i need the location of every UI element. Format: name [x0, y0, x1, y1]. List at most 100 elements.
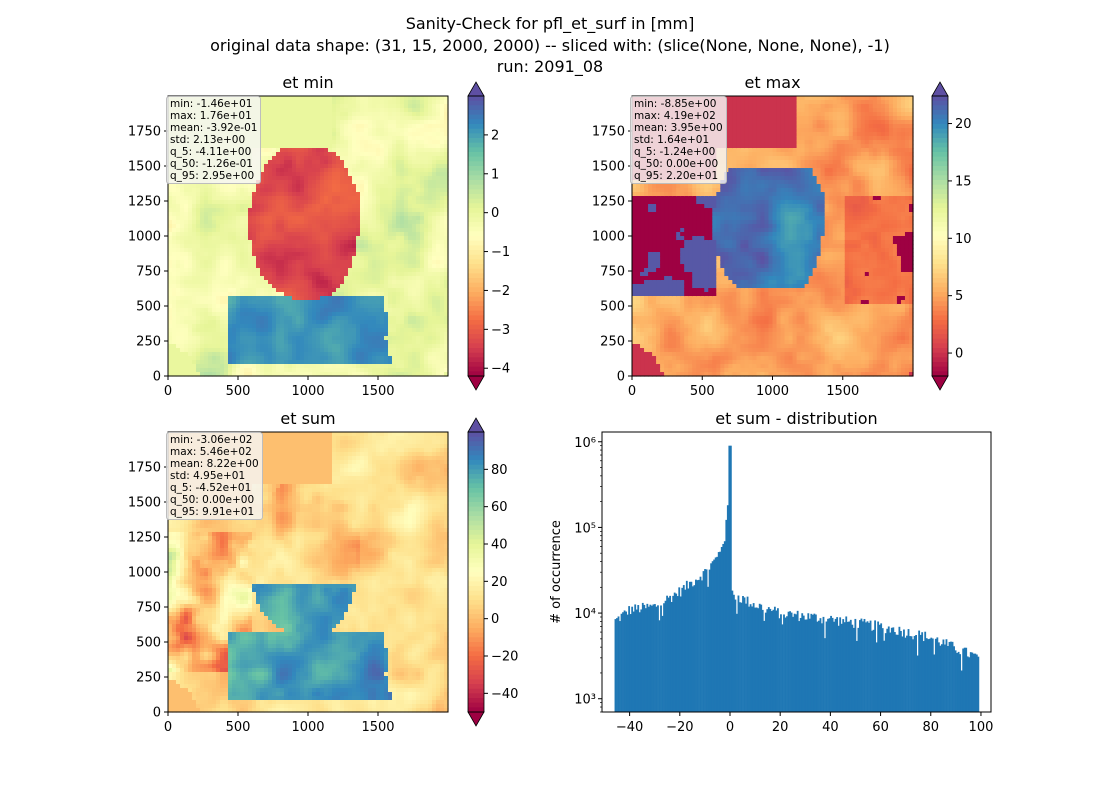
- heatmap-cell: [364, 296, 369, 301]
- heatmap-cell: [268, 232, 273, 237]
- heatmap-cell: [408, 188, 413, 193]
- heatmap-cell: [248, 304, 253, 309]
- heatmap-cell: [304, 148, 309, 153]
- heatmap-cell: [316, 132, 321, 137]
- heatmap-cell: [332, 124, 337, 129]
- heatmap-cell: [400, 368, 405, 373]
- heatmap-cell: [444, 368, 449, 373]
- heatmap-cell: [356, 336, 361, 341]
- heatmap-cell: [268, 152, 273, 157]
- heatmap-cell: [320, 332, 325, 337]
- heatmap-cell: [432, 240, 437, 245]
- heatmap-cell: [296, 184, 301, 189]
- heatmap-cell: [220, 320, 225, 325]
- heatmap-cell: [184, 192, 189, 197]
- heatmap-cell: [368, 304, 373, 309]
- heatmap-cell: [368, 344, 373, 349]
- heatmap-cell: [412, 252, 417, 257]
- heatmap-cell: [444, 344, 449, 349]
- heatmap-cell: [252, 248, 257, 253]
- heatmap-cell: [180, 196, 185, 201]
- heatmap-cell: [332, 264, 337, 269]
- heatmap-cell: [360, 200, 365, 205]
- heatmap-cell: [336, 128, 341, 133]
- heatmap-cell: [340, 372, 345, 377]
- heatmap-cell: [292, 156, 297, 161]
- heatmap-cell: [408, 364, 413, 369]
- heatmap-cell: [332, 284, 337, 289]
- heatmap-cell: [252, 268, 257, 273]
- heatmap-cell: [320, 136, 325, 141]
- heatmap-cell: [440, 252, 445, 257]
- heatmap-cell: [268, 132, 273, 137]
- heatmap-cell: [408, 100, 413, 105]
- heatmap-cell: [328, 312, 333, 317]
- heatmap-cell: [280, 288, 285, 293]
- heatmap-cell: [348, 364, 353, 369]
- heatmap-cell: [324, 164, 329, 169]
- y-tick-label: 750: [136, 265, 161, 280]
- heatmap-cell: [244, 216, 249, 221]
- heatmap-cell: [364, 260, 369, 265]
- heatmap-cell: [276, 264, 281, 269]
- heatmap-cell: [396, 272, 401, 277]
- heatmap-cell: [212, 232, 217, 237]
- heatmap-cell: [188, 300, 193, 305]
- heatmap-cell: [264, 316, 269, 321]
- heatmap-cell: [216, 240, 221, 245]
- heatmap-cell: [420, 108, 425, 113]
- heatmap-cell: [204, 212, 209, 217]
- heatmap-cell: [388, 288, 393, 293]
- heatmap-cell: [264, 296, 269, 301]
- heatmap-cell: [420, 200, 425, 205]
- heatmap-cell: [196, 244, 201, 249]
- heatmap-cell: [364, 224, 369, 229]
- heatmap-cell: [340, 208, 345, 213]
- heatmap-cell: [408, 176, 413, 181]
- heatmap-cell: [316, 368, 321, 373]
- heatmap-cell: [296, 136, 301, 141]
- heatmap-cell: [256, 300, 261, 305]
- heatmap-cell: [340, 240, 345, 245]
- heatmap-cell: [420, 228, 425, 233]
- heatmap-cell: [400, 248, 405, 253]
- heatmap-cell: [224, 272, 229, 277]
- heatmap-cell: [328, 276, 333, 281]
- heatmap-cell: [432, 96, 437, 101]
- heatmap-cell: [276, 336, 281, 341]
- heatmap-cell: [316, 204, 321, 209]
- heatmap-cell: [184, 272, 189, 277]
- heatmap-cell: [320, 272, 325, 277]
- heatmap-cell: [208, 268, 213, 273]
- heatmap-cell: [372, 172, 377, 177]
- heatmap-cell: [408, 196, 413, 201]
- heatmap-cell: [392, 364, 397, 369]
- heatmap-cell: [284, 348, 289, 353]
- heatmap-cell: [216, 236, 221, 241]
- heatmap-cell: [296, 120, 301, 125]
- heatmap-cell: [184, 204, 189, 209]
- heatmap-cell: [364, 356, 369, 361]
- heatmap-cell: [440, 132, 445, 137]
- heatmap-cell: [420, 272, 425, 277]
- heatmap-cell: [388, 212, 393, 217]
- heatmap-cell: [284, 256, 289, 261]
- colorbar-segment: [468, 156, 484, 162]
- heatmap-cell: [276, 112, 281, 117]
- heatmap-cell: [296, 112, 301, 117]
- heatmap-cell: [260, 300, 265, 305]
- heatmap-cell: [428, 244, 433, 249]
- heatmap-cell: [300, 188, 305, 193]
- colorbar-segment: [468, 357, 484, 363]
- heatmap-cell: [296, 260, 301, 265]
- heatmap-cell: [296, 268, 301, 273]
- heatmap-cell: [264, 280, 269, 285]
- heatmap-cell: [212, 332, 217, 337]
- heatmap-cell: [388, 128, 393, 133]
- heatmap-cell: [380, 220, 385, 225]
- heatmap-cell: [288, 268, 293, 273]
- heatmap-cell: [188, 320, 193, 325]
- heatmap-cell: [180, 252, 185, 257]
- heatmap-cell: [324, 204, 329, 209]
- heatmap-cell: [432, 200, 437, 205]
